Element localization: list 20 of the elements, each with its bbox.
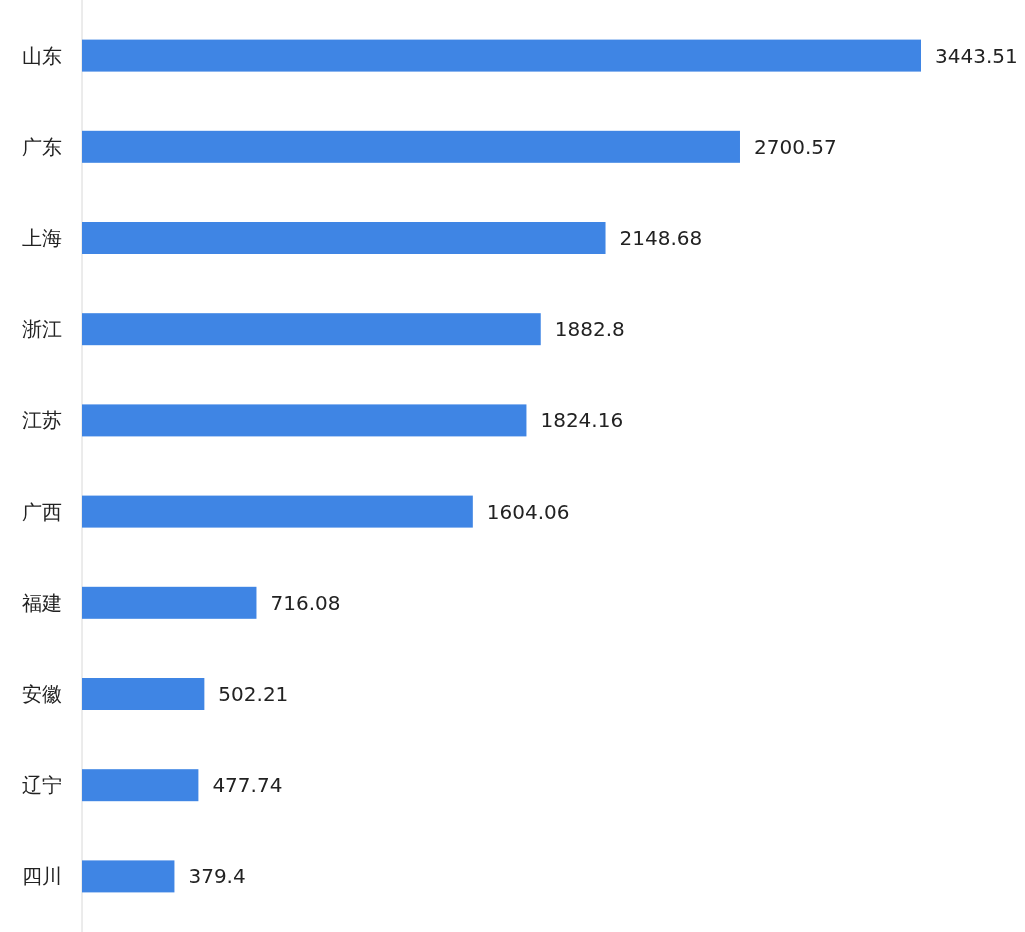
category-label: 辽宁 [22,773,62,798]
data-label: 3443.51 [935,43,1018,68]
category-label: 广西 [22,499,62,524]
data-label: 1882.8 [554,317,625,342]
category-label: 浙江 [22,317,62,342]
data-label: 477.74 [212,773,283,798]
category-label: 安徽 [22,682,62,706]
data-label: 379.4 [188,864,246,889]
data-label: 1604.06 [486,499,570,524]
category-label: 上海 [22,226,62,250]
data-label: 716.08 [270,590,341,615]
data-label: 2700.57 [754,134,837,159]
data-label: 2148.68 [619,226,703,250]
category-label: 四川 [22,864,62,889]
data-label: 1824.16 [540,408,624,433]
category-label: 江苏 [22,408,62,433]
category-label: 福建 [22,590,62,615]
category-label: 山东 [22,43,62,68]
data-label: 502.21 [218,682,289,706]
category-label: 广东 [22,134,62,159]
